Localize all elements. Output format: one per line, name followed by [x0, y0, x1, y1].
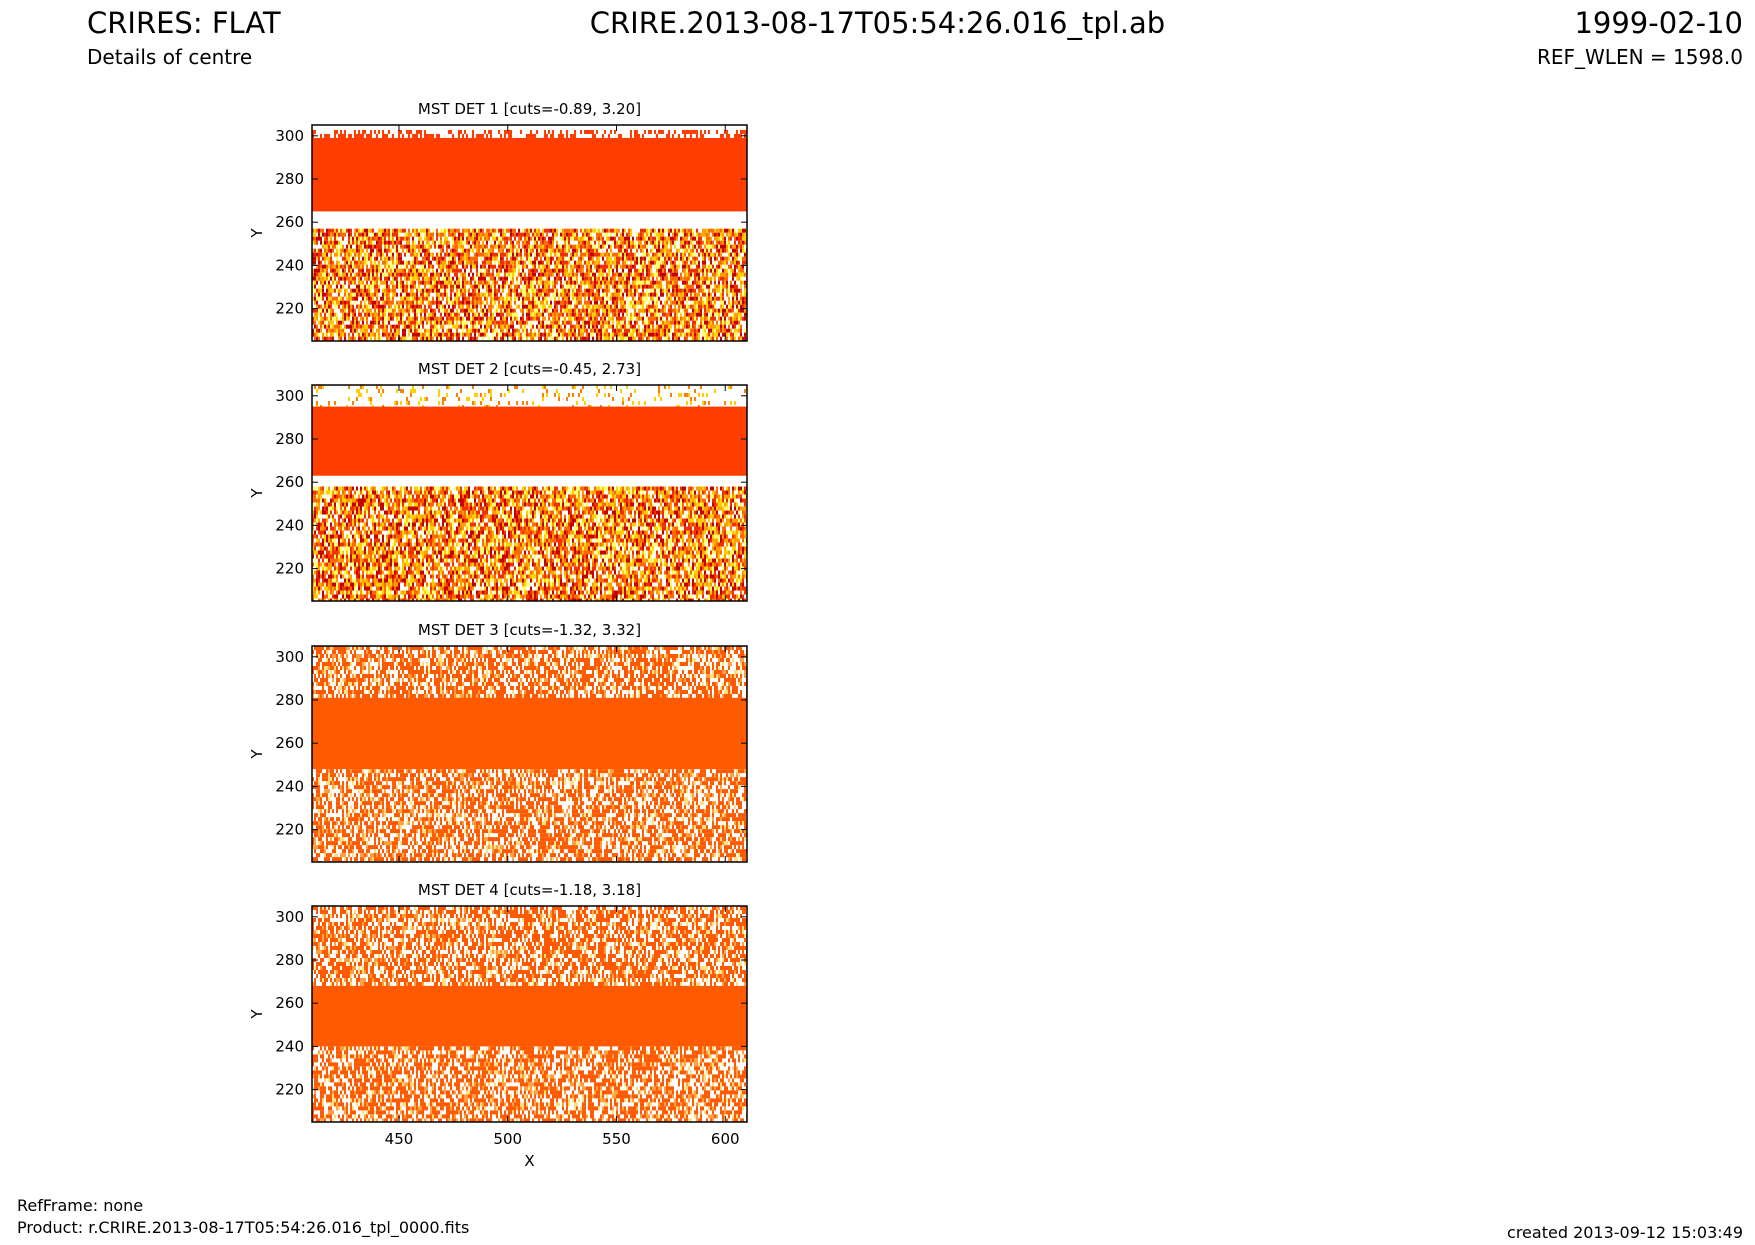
y-tick-label: 220: [275, 821, 304, 839]
plot-title: MST DET 2 [cuts=-0.45, 2.73]: [418, 360, 641, 378]
observation-date: 1999-02-10: [1574, 6, 1743, 40]
x-tick-label: 500: [493, 1130, 522, 1148]
plot-title: MST DET 4 [cuts=-1.18, 3.18]: [418, 881, 641, 899]
heatmap-image: [312, 385, 747, 601]
heatmap-image: [312, 646, 747, 862]
x-axis-label: X: [524, 1152, 534, 1170]
page-title: CRIRES: FLAT: [87, 6, 281, 40]
y-tick-label: 280: [275, 170, 304, 188]
y-tick-label: 220: [275, 300, 304, 318]
product-label: Product: r.CRIRE.2013-08-17T05:54:26.016…: [17, 1218, 469, 1237]
det-panel-2: MST DET 2 [cuts=-0.45, 2.73] 220 240 260 280…: [248, 360, 748, 602]
plot-frame: [311, 384, 748, 602]
flat-band: [312, 697, 747, 770]
y-axis-label: Y: [248, 749, 266, 760]
x-tick-label: 600: [711, 1130, 740, 1148]
y-tick-label: 220: [275, 1081, 304, 1099]
refframe-label: RefFrame: none: [17, 1196, 143, 1215]
x-tick-label: 450: [385, 1130, 414, 1148]
y-tick-label: 300: [275, 127, 304, 145]
x-tick-label: 550: [602, 1130, 631, 1148]
plot-title: MST DET 3 [cuts=-1.32, 3.32]: [418, 621, 641, 639]
y-tick-label: 300: [275, 648, 304, 666]
det-panel-1: MST DET 1 [cuts=-0.89, 3.20] 220 240 260 280…: [248, 100, 748, 342]
det-panel-4: MST DET 4 [cuts=-1.18, 3.18] 220 240 260 280…: [248, 881, 748, 1170]
flat-band: [312, 137, 747, 212]
y-tick-label: 300: [275, 908, 304, 926]
y-tick-label: 280: [275, 691, 304, 709]
y-axis-label: Y: [248, 1009, 266, 1020]
y-tick-label: 260: [275, 994, 304, 1012]
det-panel-3: MST DET 3 [cuts=-1.32, 3.32] 220 240 260 280…: [248, 621, 748, 863]
page-subtitle: Details of centre: [87, 45, 252, 69]
file-name: CRIRE.2013-08-17T05:54:26.016_tpl.ab: [0, 6, 1755, 40]
flat-band: [312, 406, 747, 476]
y-tick-label: 260: [275, 473, 304, 491]
y-tick-label: 240: [275, 777, 304, 795]
y-tick-label: 280: [275, 951, 304, 969]
y-tick-label: 300: [275, 387, 304, 405]
y-tick-label: 240: [275, 1037, 304, 1055]
flat-band: [312, 985, 747, 1047]
y-tick-label: 220: [275, 560, 304, 578]
plot-title: MST DET 1 [cuts=-0.89, 3.20]: [418, 100, 641, 118]
y-tick-label: 260: [275, 734, 304, 752]
heatmap-image: [312, 125, 747, 341]
plot-frame: [311, 645, 748, 863]
y-tick-label: 280: [275, 430, 304, 448]
plot-frame: [311, 905, 748, 1123]
plot-frame: [311, 124, 748, 342]
created-label: created 2013-09-12 15:03:49: [1507, 1223, 1743, 1242]
y-tick-label: 240: [275, 516, 304, 534]
y-axis-label: Y: [248, 228, 266, 239]
heatmap-image: [312, 906, 747, 1122]
y-axis-label: Y: [248, 488, 266, 499]
ref-wlen: REF_WLEN = 1598.0: [1537, 45, 1743, 69]
y-tick-label: 240: [275, 256, 304, 274]
y-tick-label: 260: [275, 213, 304, 231]
